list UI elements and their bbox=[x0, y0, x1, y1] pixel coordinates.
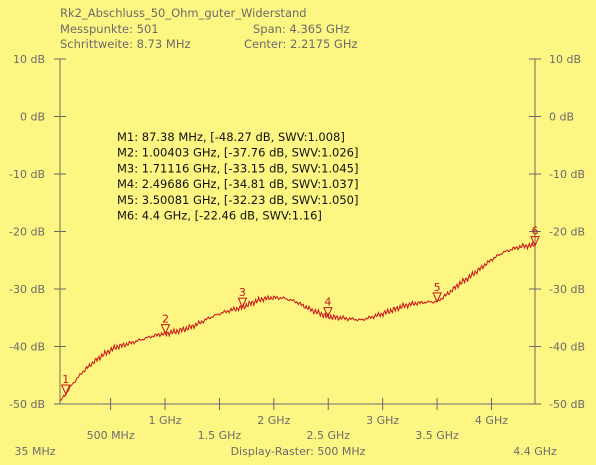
marker-table: M1: 87.38 MHz, [-48.27 dB, SWV:1.008] M2:… bbox=[117, 130, 358, 223]
marker-1-triangle bbox=[60, 384, 71, 396]
y-tick-label-right: -40 dB bbox=[549, 341, 585, 354]
span-value: Span: 4.365 GHz bbox=[253, 22, 350, 36]
y-tick-label-right: -10 dB bbox=[549, 168, 585, 181]
measurement-points: Messpunkte: 501 bbox=[60, 22, 159, 36]
y-tick-label-left: -40 dB bbox=[9, 341, 45, 354]
x-tick-label-upper: 1 GHz bbox=[148, 414, 181, 427]
marker-4-label: 4 bbox=[324, 296, 331, 309]
y-tick-label-right: 0 dB bbox=[549, 111, 574, 124]
y-tick-label-left: -20 dB bbox=[9, 226, 45, 239]
x-tick-label-upper: 4 GHz bbox=[475, 414, 508, 427]
x-axis-ticks: 1 GHz 2 GHz 3 GHz 4 GHz 500 MHz 1.5 GHz 2.5 GH… bbox=[87, 398, 508, 442]
chart-title: Rk2_Abschluss_50_Ohm_guter_Widerstand bbox=[60, 6, 307, 20]
marker-5-triangle bbox=[432, 292, 442, 304]
x-tick-label-upper: 2 GHz bbox=[257, 414, 290, 427]
marker-5-label: 5 bbox=[434, 281, 441, 294]
markers-layer: 1 2 3 4 5 6 bbox=[60, 225, 540, 396]
marker-table-row: M2: 1.00403 GHz, [-37.76 dB, SWV:1.026] bbox=[117, 146, 358, 160]
marker-1-label: 1 bbox=[62, 373, 69, 386]
marker-table-row: M3: 1.71116 GHz, [-33.15 dB, SWV:1.045] bbox=[117, 161, 358, 175]
marker-2-label: 2 bbox=[162, 313, 169, 326]
x-tick-label-lower: 2.5 GHz bbox=[306, 429, 350, 442]
footer-display-raster: Display-Raster: 500 MHz bbox=[231, 445, 366, 458]
trace-layer bbox=[59, 241, 535, 402]
x-tick-label-upper: 3 GHz bbox=[366, 414, 399, 427]
marker-table-row: M1: 87.38 MHz, [-48.27 dB, SWV:1.008] bbox=[117, 130, 345, 144]
y-tick-label-right: -50 dB bbox=[549, 398, 585, 411]
y-tick-label-left: -30 dB bbox=[9, 283, 45, 296]
y-axis-ticks: 10 dB 10 dB 0 dB 0 dB -10 dB -10 dB -20 dB -20 … bbox=[9, 53, 585, 411]
marker-2-triangle bbox=[160, 324, 171, 335]
marker-6-label: 6 bbox=[532, 225, 539, 238]
marker-6-triangle bbox=[530, 236, 540, 247]
marker-table-row: M6: 4.4 GHz, [-22.46 dB, SWV:1.16] bbox=[117, 209, 322, 223]
step-width: Schrittweite: 8.73 MHz bbox=[60, 37, 191, 51]
y-tick-label-left: -10 dB bbox=[9, 168, 45, 181]
x-tick-label-lower: 1.5 GHz bbox=[198, 429, 242, 442]
marker-3-triangle bbox=[237, 297, 248, 309]
trace-line bbox=[59, 241, 535, 402]
x-tick-label-lower: 500 MHz bbox=[87, 429, 135, 442]
footer-stop-frequency: 4.4 GHz bbox=[513, 445, 557, 458]
marker-table-row: M5: 3.50081 GHz, [-32.23 dB, SWV:1.050] bbox=[117, 193, 358, 207]
y-tick-label-left: -50 dB bbox=[9, 398, 45, 411]
y-tick-label-left: 0 dB bbox=[20, 111, 45, 124]
y-tick-label-right: -20 dB bbox=[549, 226, 585, 239]
plot-frame bbox=[59, 59, 536, 405]
y-tick-label-right: 10 dB bbox=[549, 53, 581, 66]
y-tick-label-left: 10 dB bbox=[13, 53, 45, 66]
marker-4-triangle bbox=[323, 307, 333, 318]
marker-table-row: M4: 2.49686 GHz, [-34.81 dB, SWV:1.037] bbox=[117, 177, 358, 191]
y-tick-label-right: -30 dB bbox=[549, 283, 585, 296]
footer-start-frequency: 35 MHz bbox=[14, 445, 55, 458]
center-value: Center: 2.2175 GHz bbox=[244, 37, 358, 51]
x-tick-label-lower: 3.5 GHz bbox=[415, 429, 459, 442]
marker-3-label: 3 bbox=[239, 286, 246, 299]
